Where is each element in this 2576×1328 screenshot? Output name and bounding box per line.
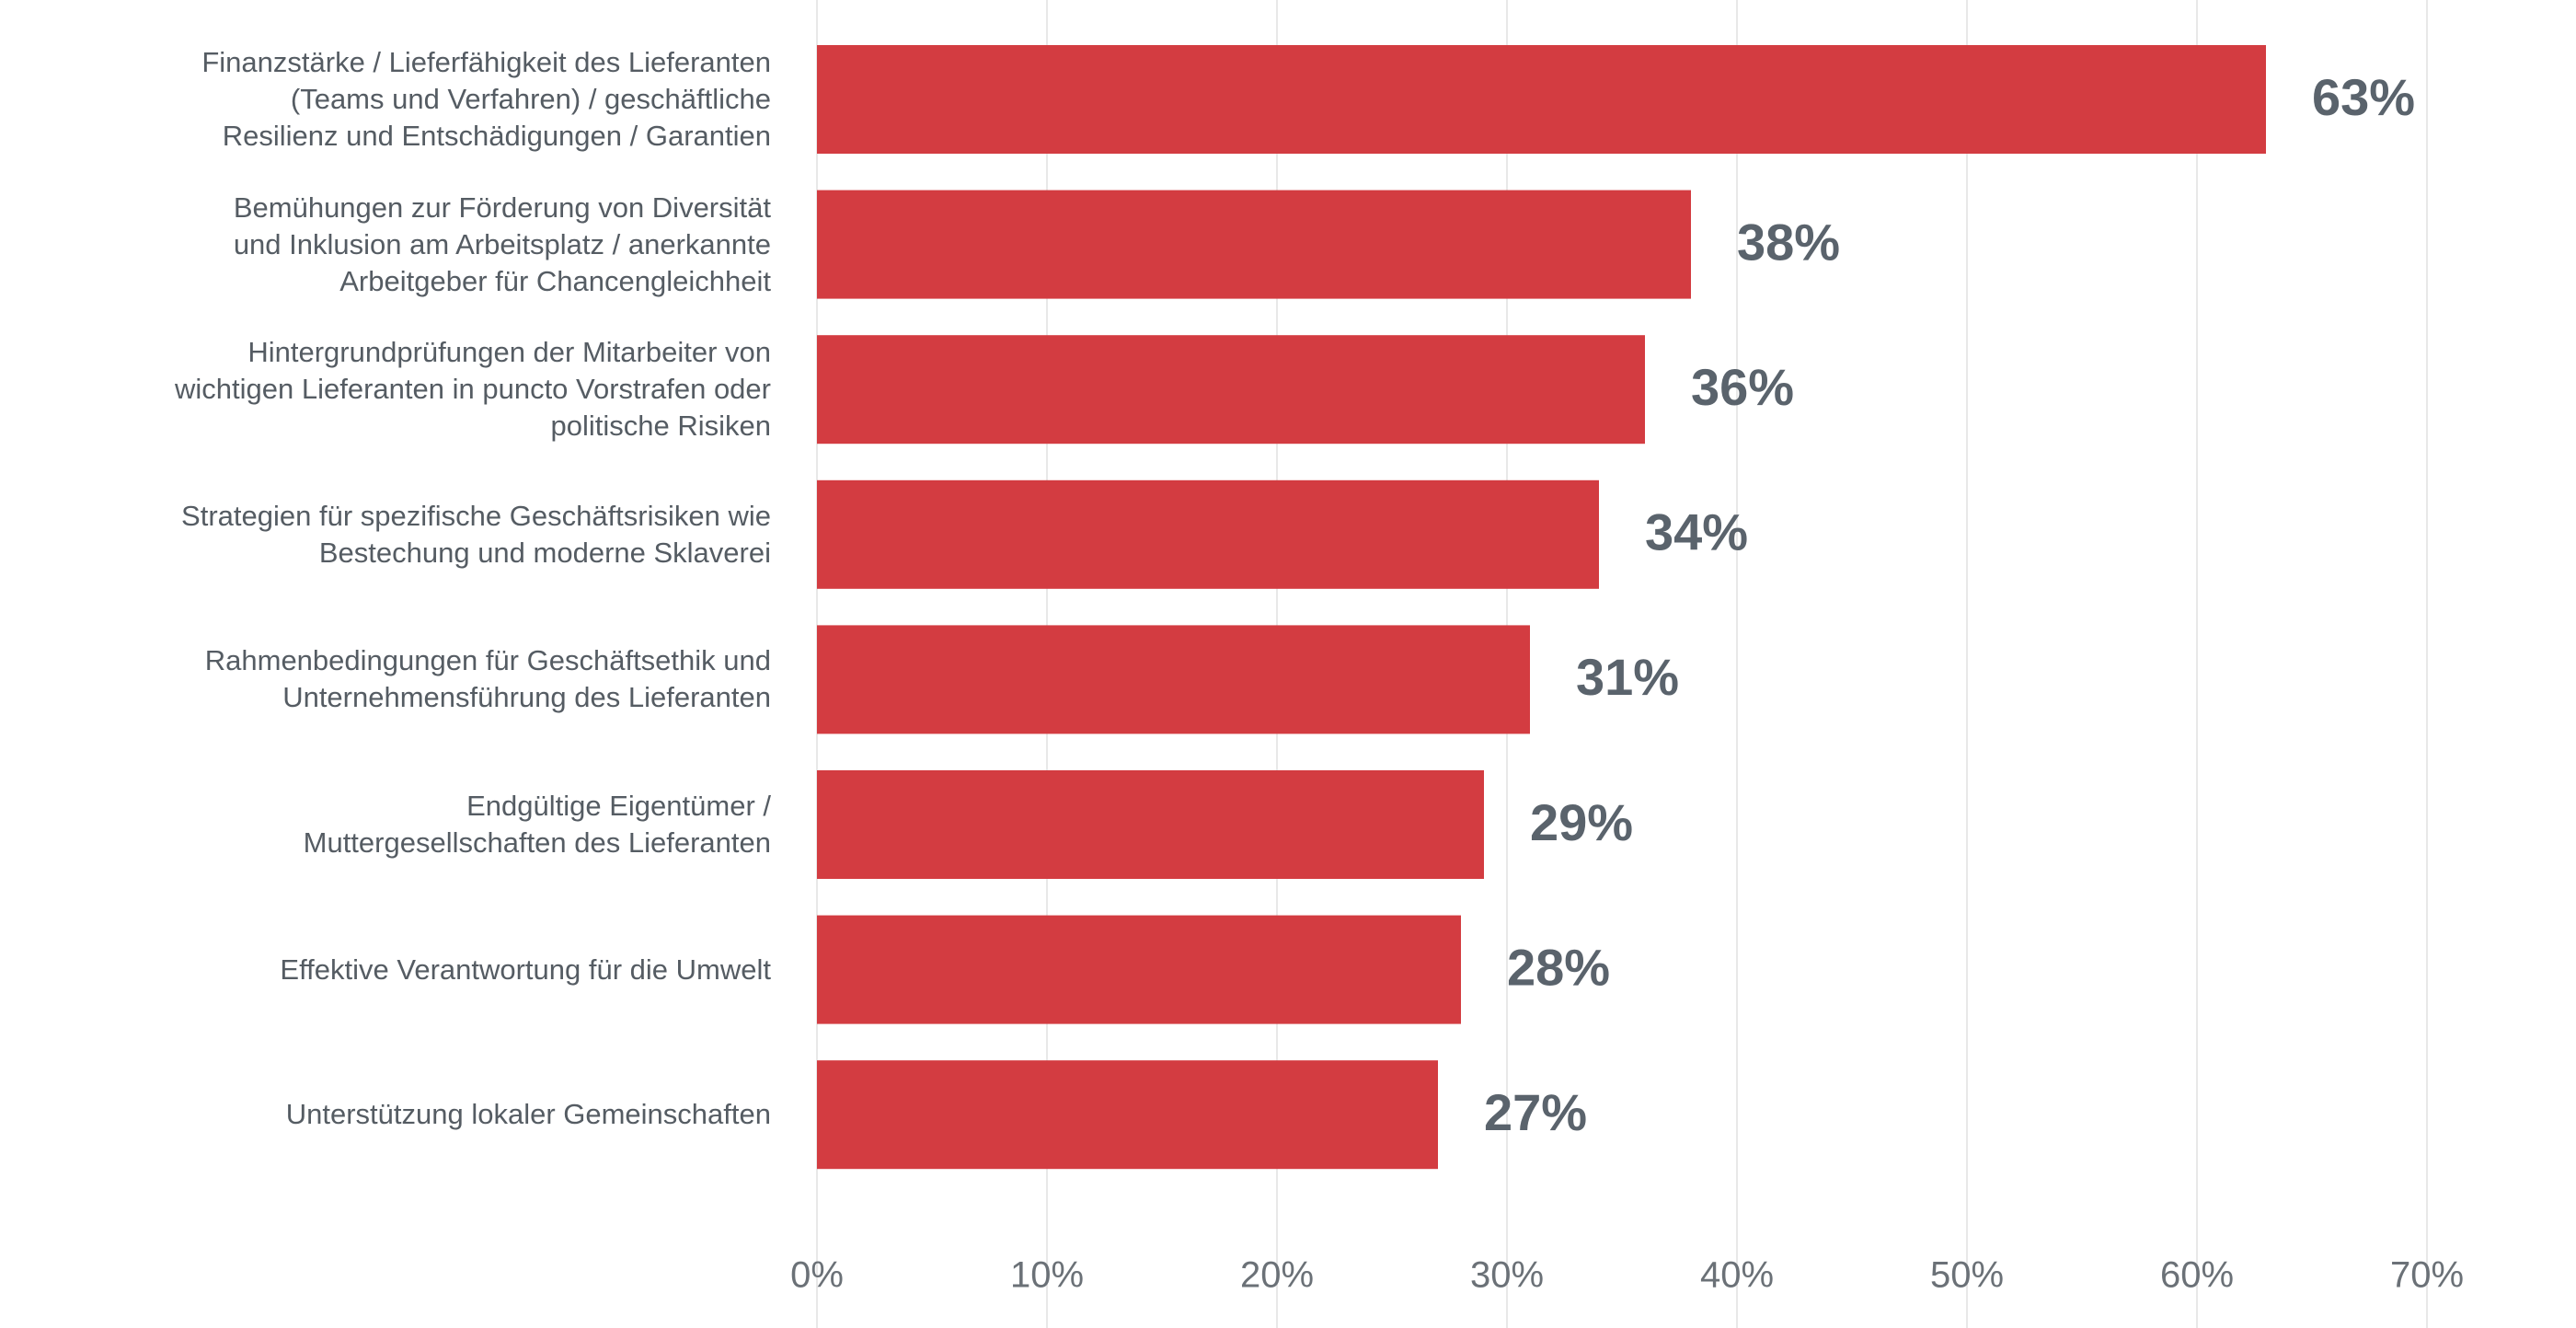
bar [817,190,1691,299]
x-tick-label: 30% [1470,1255,1544,1296]
category-label: Hintergrundprüfungen der Mitarbeiter von… [175,336,771,443]
bar [817,1060,1438,1170]
category-label: Rahmenbedingungen für Geschäftsethik und… [204,644,771,714]
x-tick-label: 0% [790,1255,844,1296]
category-label: Strategien für spezifische Geschäftsrisi… [181,499,771,569]
value-label: 36% [1691,358,1794,416]
category-label: Finanzstärke / Lieferfähigkeit des Liefe… [201,46,771,152]
value-label: 31% [1576,648,1679,706]
category-label: Unterstützung lokaler Gemeinschaften [285,1098,771,1131]
x-tick-label: 20% [1240,1255,1314,1296]
x-tick-label: 50% [1930,1255,2004,1296]
bar [817,915,1461,1024]
value-label: 63% [2312,68,2415,126]
bar [817,45,2266,154]
value-label: 34% [1645,503,1748,561]
value-label: 28% [1507,938,1610,996]
bar [817,625,1530,734]
value-label: 27% [1484,1083,1587,1141]
bar [817,479,1599,589]
category-label: Bemühungen zur Förderung von Diversität … [233,191,771,297]
x-tick-label: 10% [1010,1255,1084,1296]
x-tick-label: 40% [1700,1255,1774,1296]
category-label: Endgültige Eigentümer / Muttergesellscha… [303,790,771,859]
x-tick-label: 60% [2160,1255,2234,1296]
bar [817,335,1645,445]
value-label: 29% [1530,793,1633,851]
bar [817,770,1484,879]
x-tick-label: 70% [2390,1255,2464,1296]
category-label: Effektive Verantwortung für die Umwelt [280,953,771,986]
value-label: 38% [1737,213,1840,271]
